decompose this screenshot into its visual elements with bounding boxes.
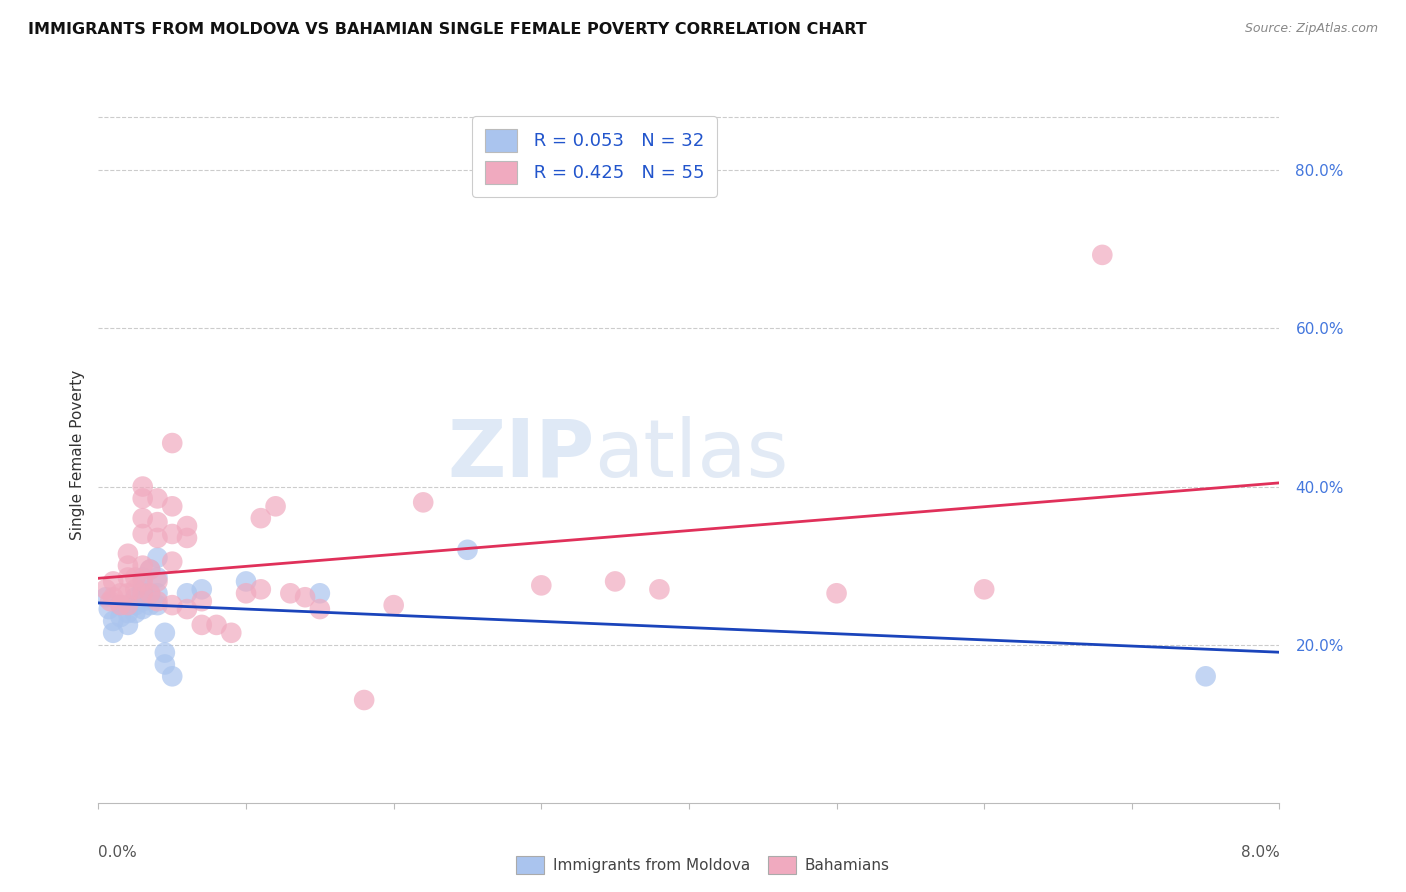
Point — [308, 602, 332, 616]
Point — [146, 531, 169, 545]
Point — [530, 578, 553, 592]
Point — [648, 582, 671, 597]
Point — [103, 591, 124, 605]
Point — [162, 555, 183, 569]
Legend: Immigrants from Moldova, Bahamians: Immigrants from Moldova, Bahamians — [510, 850, 896, 880]
Point — [235, 586, 257, 600]
Point — [146, 515, 169, 529]
Point — [250, 511, 273, 525]
Point — [117, 586, 139, 600]
Point — [250, 582, 273, 597]
Point — [110, 598, 132, 612]
Point — [146, 598, 169, 612]
Point — [98, 594, 121, 608]
Point — [162, 500, 183, 514]
Point — [103, 574, 124, 589]
Point — [191, 618, 214, 632]
Point — [132, 570, 155, 584]
Point — [1194, 669, 1216, 683]
Point — [146, 570, 169, 584]
Point — [353, 693, 375, 707]
Point — [176, 531, 198, 545]
Point — [103, 625, 124, 640]
Point — [146, 550, 169, 565]
Point — [139, 563, 162, 577]
Point — [124, 582, 146, 597]
Point — [124, 598, 146, 612]
Point — [973, 582, 995, 597]
Point — [132, 574, 155, 589]
Point — [117, 558, 139, 573]
Point — [117, 598, 139, 612]
Point — [264, 500, 287, 514]
Point — [605, 574, 627, 589]
Point — [308, 586, 332, 600]
Point — [132, 479, 155, 493]
Point — [162, 436, 183, 450]
Point — [153, 657, 176, 672]
Text: Source: ZipAtlas.com: Source: ZipAtlas.com — [1244, 22, 1378, 36]
Point — [103, 614, 124, 628]
Point — [97, 602, 120, 616]
Y-axis label: Single Female Poverty: Single Female Poverty — [69, 370, 84, 540]
Legend:  R = 0.053   N = 32,  R = 0.425   N = 55: R = 0.053 N = 32, R = 0.425 N = 55 — [472, 116, 717, 197]
Point — [110, 586, 132, 600]
Point — [94, 582, 117, 597]
Point — [294, 591, 316, 605]
Point — [124, 591, 146, 605]
Point — [132, 594, 155, 608]
Point — [412, 495, 434, 509]
Point — [176, 586, 198, 600]
Point — [132, 558, 155, 573]
Point — [382, 598, 405, 612]
Point — [139, 563, 162, 577]
Point — [162, 598, 183, 612]
Point — [278, 586, 301, 600]
Point — [162, 527, 183, 541]
Point — [139, 586, 162, 600]
Point — [825, 586, 848, 600]
Point — [219, 625, 242, 640]
Point — [117, 570, 139, 584]
Text: ZIP: ZIP — [447, 416, 595, 494]
Point — [1091, 248, 1114, 262]
Point — [124, 606, 146, 620]
Point — [146, 586, 169, 600]
Point — [153, 625, 176, 640]
Text: 8.0%: 8.0% — [1240, 845, 1279, 860]
Point — [94, 591, 117, 605]
Point — [205, 618, 228, 632]
Point — [176, 519, 198, 533]
Point — [117, 618, 139, 632]
Point — [191, 594, 214, 608]
Point — [456, 542, 478, 557]
Point — [117, 606, 139, 620]
Text: 0.0%: 0.0% — [98, 845, 138, 860]
Point — [146, 491, 169, 506]
Point — [191, 582, 214, 597]
Point — [132, 491, 155, 506]
Point — [162, 669, 183, 683]
Point — [124, 570, 146, 584]
Point — [146, 574, 169, 589]
Point — [235, 574, 257, 589]
Point — [132, 527, 155, 541]
Point — [146, 594, 169, 608]
Point — [132, 602, 155, 616]
Point — [110, 598, 132, 612]
Point — [153, 646, 176, 660]
Point — [176, 602, 198, 616]
Point — [132, 582, 155, 597]
Point — [132, 511, 155, 525]
Text: atlas: atlas — [595, 416, 789, 494]
Text: IMMIGRANTS FROM MOLDOVA VS BAHAMIAN SINGLE FEMALE POVERTY CORRELATION CHART: IMMIGRANTS FROM MOLDOVA VS BAHAMIAN SING… — [28, 22, 868, 37]
Point — [139, 586, 162, 600]
Point — [139, 598, 162, 612]
Point — [117, 547, 139, 561]
Point — [132, 586, 155, 600]
Point — [110, 610, 132, 624]
